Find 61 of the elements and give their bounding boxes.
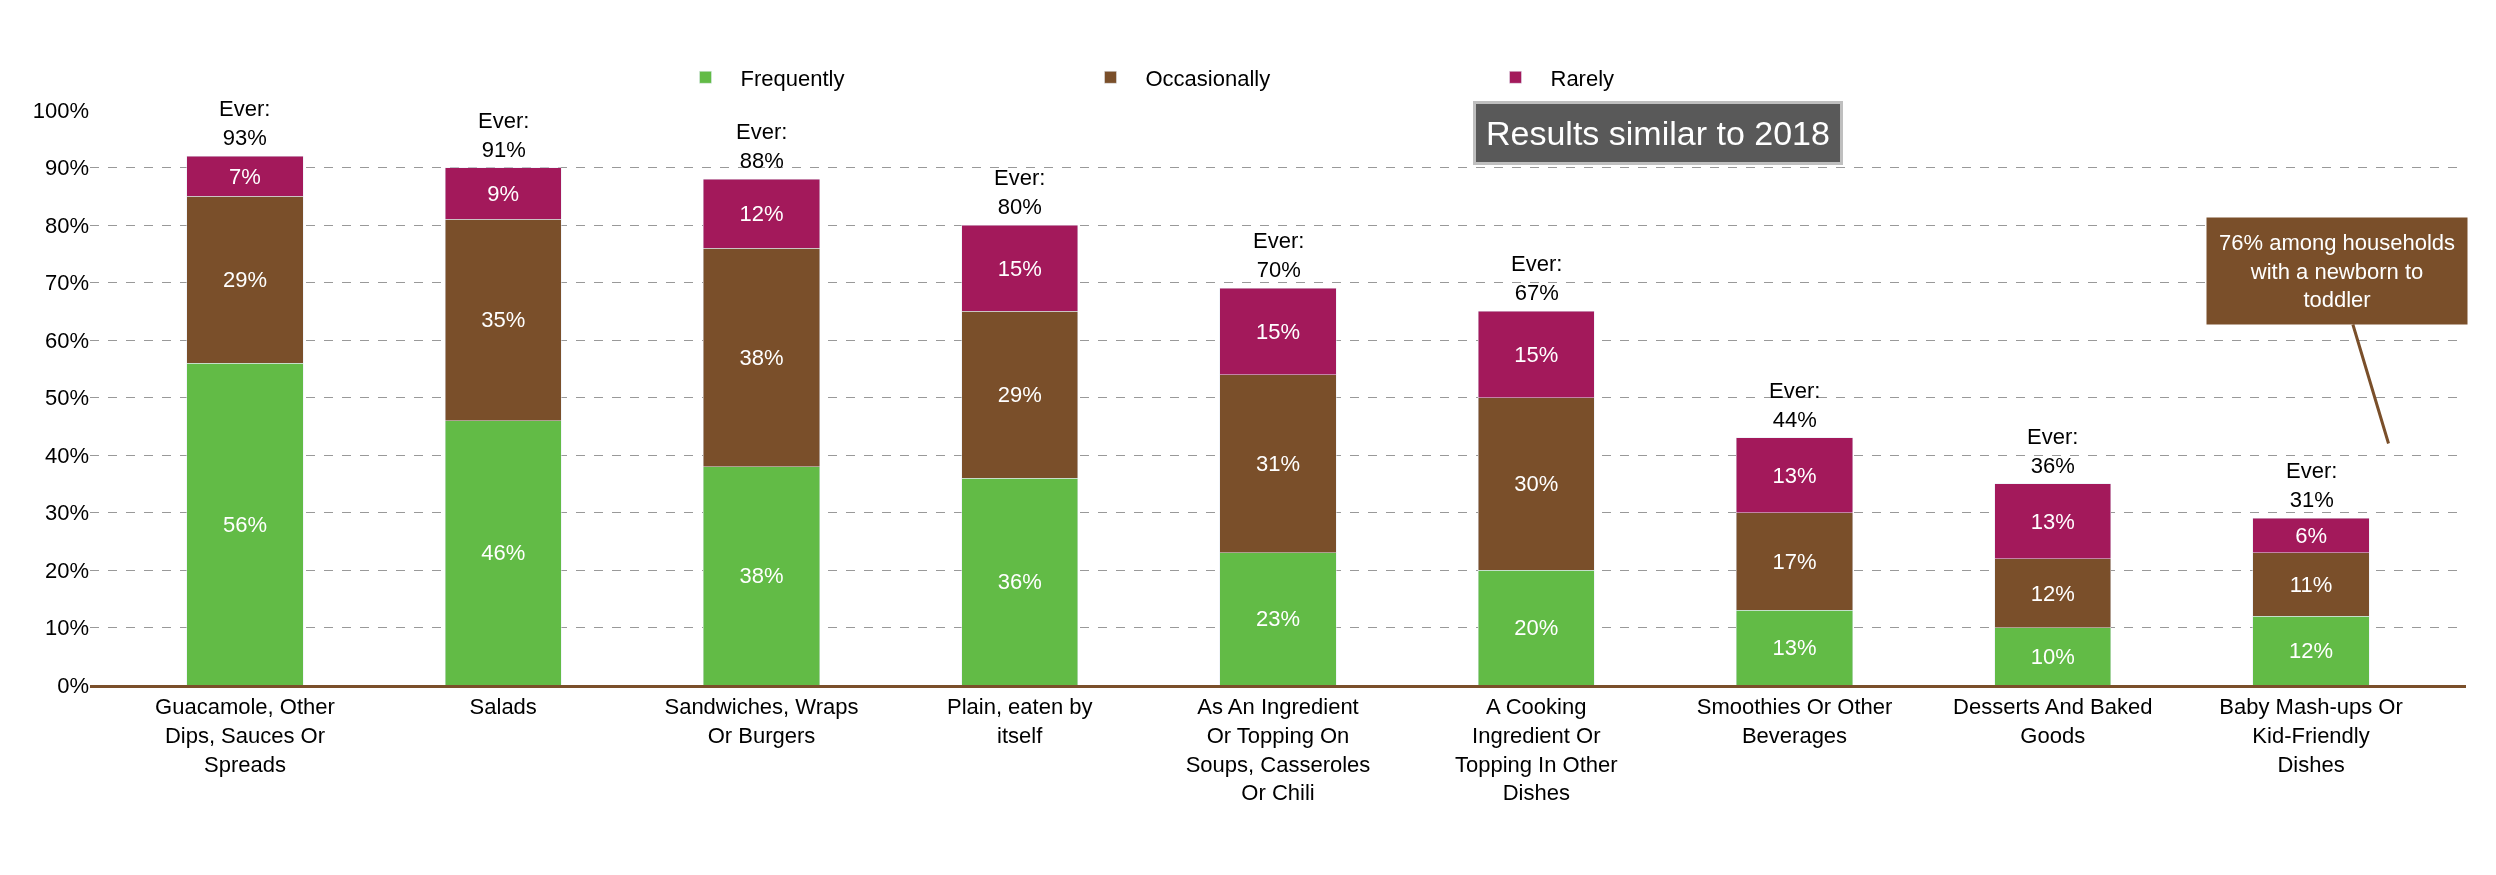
data-label: 46% (481, 540, 526, 566)
total-label: Ever: 70% (1253, 228, 1305, 282)
data-label: 35% (481, 307, 526, 333)
y-tick-label: 0% (57, 672, 89, 698)
data-label: 38% (739, 563, 784, 589)
total-label: Ever: 31% (2286, 458, 2338, 512)
y-tick-label: 30% (44, 500, 89, 526)
total-label: Ever: 80% (994, 165, 1046, 219)
data-label: 13% (1772, 462, 1817, 488)
legend-label: Rarely (1550, 65, 1615, 91)
total-label: Ever: 67% (1511, 251, 1563, 305)
data-label: 9% (487, 180, 520, 206)
legend-label: Frequently (740, 65, 845, 91)
legend-label: Occasionally (1145, 65, 1271, 91)
y-tick-label: 70% (44, 270, 89, 296)
data-label: 12% (739, 201, 784, 226)
data-label: 30% (1514, 471, 1559, 497)
data-label: 36% (997, 569, 1042, 594)
data-label: 11% (2289, 571, 2333, 597)
data-label: 17% (1772, 548, 1817, 574)
total-label: Ever: 44% (1769, 378, 1821, 432)
x-tick-label: Salads (469, 694, 537, 720)
x-tick-label: Plain, eaten by itself (946, 694, 1093, 748)
y-tick-label: 20% (44, 557, 89, 583)
data-label: 15% (997, 255, 1042, 281)
data-label: 15% (1514, 341, 1559, 367)
data-label: 15% (1255, 318, 1301, 344)
data-label: 13% (1772, 635, 1817, 661)
data-label: 23% (1255, 606, 1301, 632)
x-tick-label: A Cooking Ingredient Or Topping In Other Dishes (1454, 694, 1618, 806)
y-tick-label: 80% (44, 212, 89, 238)
x-tick-label: Guacamole, Other Dips, Sauces Or Spreads (155, 694, 335, 777)
data-label: 31% (1255, 451, 1301, 477)
y-tick-label: 40% (44, 442, 89, 468)
data-label: 12% (2289, 638, 2334, 663)
annotation: 76% among households with a newborn to toddler (2219, 230, 2456, 313)
y-tick-label: 10% (44, 615, 89, 641)
y-tick-label: 60% (44, 327, 89, 353)
data-label: 29% (222, 267, 267, 293)
total-label: Ever: 91% (478, 108, 530, 162)
data-label: 13% (2030, 508, 2075, 534)
data-label: 20% (1514, 615, 1559, 640)
x-tick-label: As An Ingredient Or Topping On Soups, Casseroles Or Chili (1185, 694, 1371, 806)
y-tick-label: 50% (44, 385, 89, 411)
x-tick-label: Sandwiches, Wraps Or Burgers (664, 694, 859, 748)
y-tick-label: 100% (32, 97, 89, 123)
x-tick-label: Smoothies Or Other Beverages (1696, 694, 1893, 748)
x-tick-label: Baby Mash-ups Or Kid-Friendly Dishes (2219, 694, 2403, 777)
data-label: 29% (997, 382, 1042, 408)
data-label: 6% (2295, 523, 2327, 548)
data-label: 12% (2030, 580, 2075, 606)
annotation: Results similar to 2018 (1486, 114, 1830, 152)
total-label: Ever: 88% (736, 119, 788, 173)
x-tick-label: Desserts And Baked Goods (1953, 694, 2153, 748)
y-tick-label: 90% (44, 155, 89, 181)
data-label: 7% (229, 163, 261, 189)
data-label: 10% (2030, 643, 2075, 669)
total-label: Ever: 36% (2027, 424, 2079, 478)
data-label: 38% (739, 344, 784, 370)
total-label: Ever: 93% (219, 96, 271, 150)
data-label: 56% (222, 511, 267, 537)
